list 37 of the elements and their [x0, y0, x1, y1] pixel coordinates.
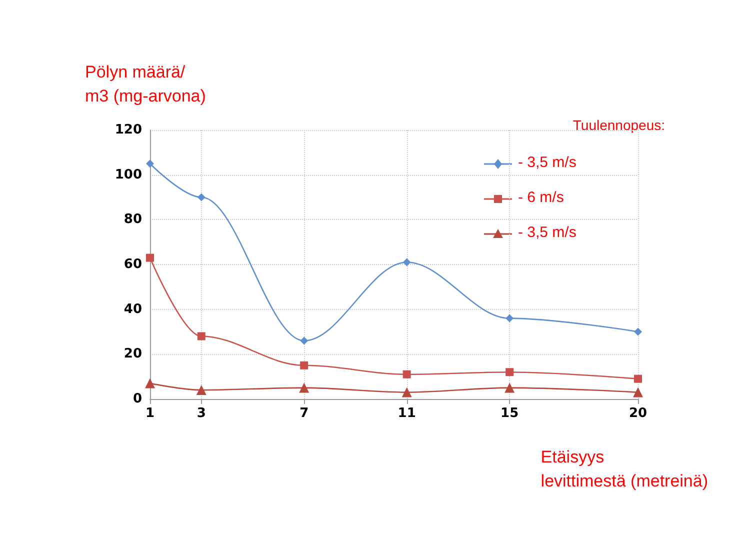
y-tick-label: 60: [124, 257, 142, 272]
x-axis-title: Etäisyys levittimestä (metreinä): [540, 448, 708, 490]
point: [300, 361, 308, 370]
y-tick-label: 20: [124, 346, 142, 362]
point: [146, 254, 154, 262]
point: [145, 378, 155, 388]
point: [633, 387, 643, 398]
point: [146, 160, 154, 168]
x-tick-label: 1: [145, 406, 155, 421]
point: [402, 387, 412, 398]
point: [197, 332, 206, 340]
y-tick-label: 0: [132, 392, 142, 406]
point: [504, 382, 515, 393]
y-tick-label: 80: [124, 212, 142, 228]
x-tick-label: 3: [196, 406, 206, 421]
point: [402, 370, 411, 378]
point: [506, 368, 514, 376]
x-tick-label: 11: [398, 406, 416, 421]
y-tick-label: 120: [114, 122, 142, 138]
point: [634, 374, 642, 383]
y-tick-label: 40: [124, 302, 142, 317]
x-tick-label: 7: [300, 406, 309, 421]
legend-label: - 3,5 m/s: [518, 224, 576, 241]
point: [402, 258, 411, 266]
y-axis-title: Pölyn määrä/ m3 (mg-arvona): [85, 62, 206, 106]
point: [506, 314, 514, 322]
y-tick-label: 100: [114, 167, 142, 182]
point: [299, 382, 310, 393]
point: [197, 193, 206, 202]
point: [196, 385, 206, 396]
point: [300, 336, 308, 345]
legend-label: - 3,5 m/s: [518, 154, 576, 171]
x-tick-label: 15: [500, 406, 519, 421]
x-tick-label: 20: [628, 406, 648, 421]
legend-label: - 6 m/s: [518, 189, 564, 206]
legend-title: Tuulennopeus:: [572, 117, 665, 133]
point: [634, 328, 642, 336]
